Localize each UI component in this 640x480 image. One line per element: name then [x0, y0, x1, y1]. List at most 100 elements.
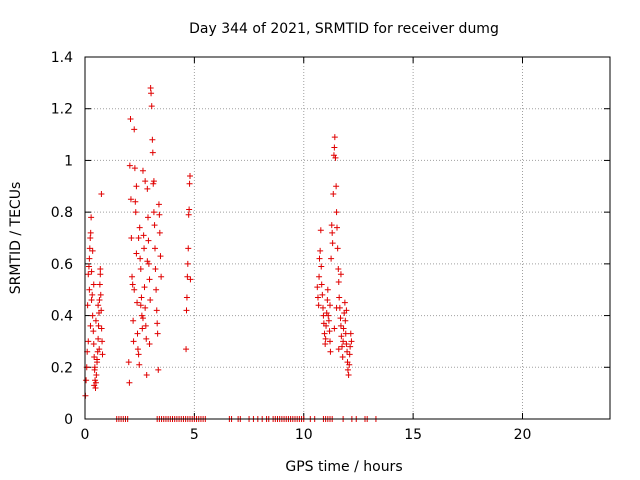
- data-point: [145, 237, 152, 244]
- data-point: [98, 307, 105, 314]
- y-tick-label: 1.4: [51, 50, 73, 66]
- data-point: [135, 235, 142, 241]
- data-point: [131, 165, 138, 172]
- data-point: [339, 343, 346, 350]
- data-point: [151, 222, 158, 229]
- data-point: [137, 255, 144, 262]
- data-point: [133, 183, 140, 190]
- data-point: [326, 328, 333, 335]
- data-point: [340, 325, 347, 332]
- data-point: [155, 366, 162, 373]
- data-point: [150, 180, 157, 187]
- data-point: [157, 253, 164, 260]
- data-point: [156, 229, 163, 236]
- data-point: [132, 209, 139, 216]
- data-point: [88, 214, 95, 221]
- data-point: [316, 255, 323, 262]
- data-point: [335, 346, 342, 353]
- data-point: [138, 312, 145, 319]
- data-point: [185, 245, 192, 252]
- data-point: [86, 286, 93, 293]
- data-point: [186, 206, 193, 213]
- y-tick-label: 0.2: [51, 360, 73, 376]
- data-point: [346, 351, 353, 358]
- data-point: [184, 260, 191, 267]
- data-point: [187, 276, 194, 283]
- data-point: [152, 266, 159, 273]
- data-point: [89, 291, 96, 298]
- data-point: [343, 307, 350, 314]
- data-point: [85, 338, 92, 345]
- data-point: [152, 245, 158, 252]
- data-point: [89, 312, 96, 319]
- data-point: [98, 191, 105, 198]
- data-point: [127, 196, 134, 203]
- data-point: [338, 333, 345, 340]
- data-point: [131, 126, 138, 133]
- data-point: [144, 258, 151, 265]
- data-point: [187, 172, 193, 179]
- data-point: [340, 338, 347, 345]
- x-axis-label: GPS time / hours: [285, 459, 402, 475]
- data-point: [335, 278, 342, 285]
- data-point: [331, 134, 338, 141]
- data-point: [87, 322, 94, 329]
- data-point: [322, 335, 329, 342]
- data-point: [315, 302, 322, 309]
- data-point: [88, 297, 95, 304]
- data-point: [329, 229, 336, 236]
- plot-frame: [84, 56, 611, 420]
- data-point: [347, 343, 354, 350]
- data-point: [144, 185, 151, 192]
- data-point: [155, 201, 162, 208]
- data-point: [320, 304, 326, 311]
- data-point: [347, 330, 354, 337]
- data-point: [156, 211, 163, 218]
- data-point: [97, 271, 104, 278]
- data-point: [333, 209, 340, 216]
- data-point: [153, 307, 160, 314]
- data-point: [148, 90, 155, 97]
- data-point: [346, 361, 353, 368]
- data-point: [318, 281, 325, 288]
- data-point: [86, 245, 93, 252]
- data-point: [139, 325, 146, 332]
- data-point: [344, 366, 351, 373]
- data-point: [334, 245, 341, 252]
- x-tick-label: 15: [404, 427, 422, 443]
- data-point: [143, 335, 150, 342]
- y-tick-label: 1.2: [51, 102, 73, 118]
- data-point: [92, 377, 99, 384]
- data-point: [86, 255, 93, 262]
- data-point: [93, 372, 100, 379]
- data-point: [186, 180, 193, 187]
- data-point: [141, 245, 148, 252]
- data-point: [95, 322, 102, 329]
- data-point: [91, 353, 98, 360]
- data-point: [132, 198, 139, 205]
- y-tick-label: 0.6: [51, 257, 73, 273]
- data-point: [184, 273, 191, 280]
- data-points: [82, 85, 379, 422]
- data-point: [135, 351, 142, 358]
- data-point: [95, 335, 102, 342]
- data-point: [126, 162, 133, 169]
- data-point: [337, 315, 344, 322]
- data-point: [131, 286, 138, 293]
- data-point: [314, 284, 321, 291]
- grid: [85, 57, 610, 419]
- data-point: [345, 372, 352, 379]
- data-point: [139, 167, 146, 174]
- data-point: [154, 320, 161, 327]
- data-point: [133, 250, 140, 257]
- data-point: [95, 302, 102, 309]
- data-point: [97, 266, 104, 273]
- data-point: [90, 281, 97, 288]
- data-point: [183, 307, 190, 314]
- data-point: [149, 149, 156, 156]
- data-point: [330, 191, 337, 198]
- data-point: [325, 317, 332, 324]
- data-point: [333, 304, 340, 311]
- data-point: [99, 351, 106, 358]
- data-point: [88, 268, 95, 275]
